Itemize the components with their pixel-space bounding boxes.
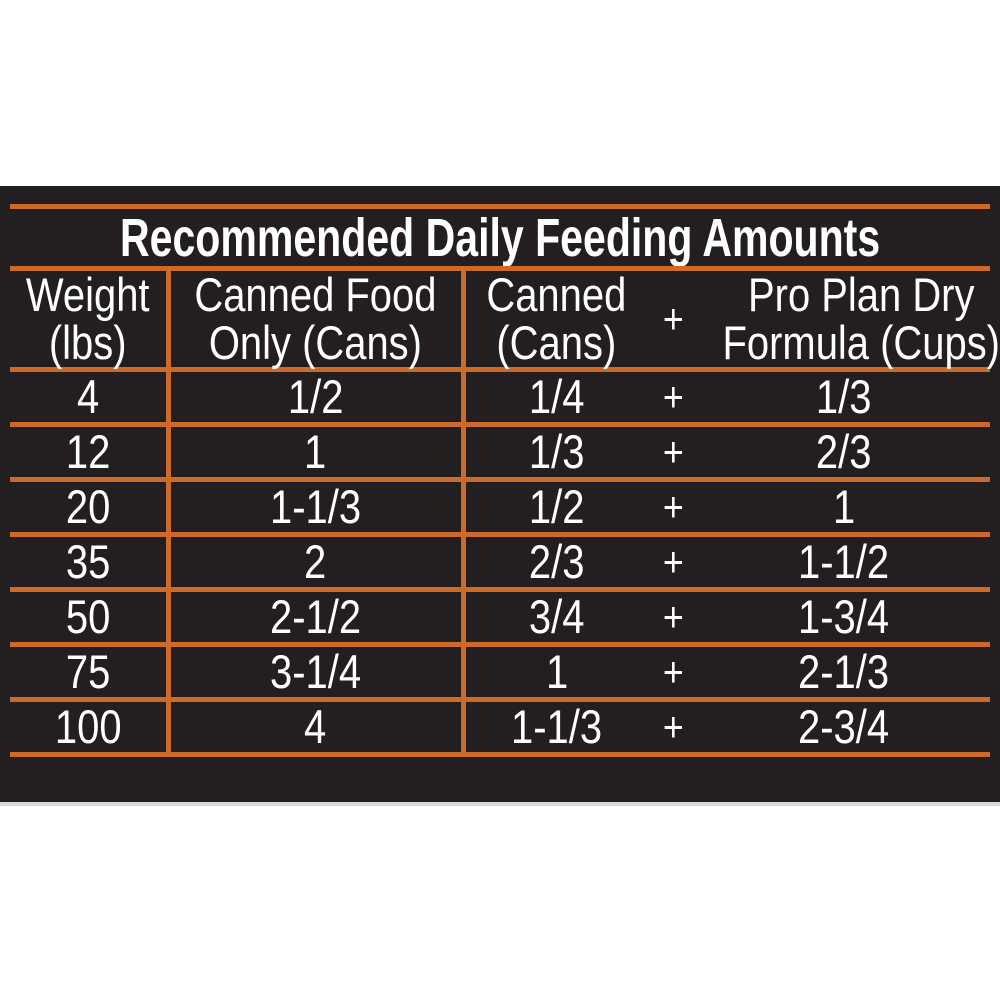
header-row: Weight (lbs) Canned Food Only (Cans) Can…: [10, 268, 1000, 372]
table-row: 4 1/2 1/4 + 1/3: [10, 369, 990, 427]
cell-plus-sign: +: [648, 534, 698, 592]
cell-plus-sign: +: [648, 589, 698, 647]
cell-dry: 1-3/4: [698, 589, 990, 647]
cell-canned-only: 1/2: [168, 369, 466, 427]
cell-plus-sign: +: [648, 644, 698, 702]
table-row: 12 1 1/3 + 2/3: [10, 424, 990, 482]
cell-canned-only: 3-1/4: [168, 644, 466, 702]
col-header-dry-label: Pro Plan Dry Formula (Cups): [722, 268, 1000, 369]
cell-dry: 1-1/2: [698, 534, 990, 592]
cell-dry: 1/3: [698, 369, 990, 427]
cell-canned: 2/3: [463, 534, 648, 592]
cell-canned-only: 1-1/3: [168, 479, 466, 537]
table-row: 20 1-1/3 1/2 + 1: [10, 479, 990, 537]
cell-canned: 1/2: [463, 479, 648, 537]
cell-canned-only: 4: [168, 699, 466, 757]
cell-canned-only: 2: [168, 534, 466, 592]
cell-weight: 100: [10, 699, 171, 757]
col-header-weight-label: Weight (lbs): [25, 268, 150, 369]
col-header-canned-label: Canned (Cans): [486, 268, 627, 369]
col-header-canned-only: Canned Food Only (Cans): [168, 268, 466, 372]
col-header-canned-only-label: Canned Food Only (Cans): [194, 268, 437, 369]
feeding-table: Weight (lbs) Canned Food Only (Cans) Can…: [10, 266, 1000, 757]
cell-weight: 75: [10, 644, 171, 702]
cell-canned-only: 1: [168, 424, 466, 482]
cell-canned: 1/3: [463, 424, 648, 482]
cell-canned: 1-1/3: [463, 699, 648, 757]
cell-plus-sign: +: [648, 479, 698, 537]
cell-plus-sign: +: [648, 369, 698, 427]
cell-canned: 1: [463, 644, 648, 702]
table-row: 75 3-1/4 1 + 2-1/3: [10, 644, 990, 702]
feeding-guide-panel: Recommended Daily Feeding Amounts Weight…: [0, 186, 1000, 806]
cell-dry: 2/3: [698, 424, 990, 482]
cell-dry: 1: [698, 479, 990, 537]
cell-weight: 20: [10, 479, 171, 537]
cell-dry: 2-3/4: [698, 699, 990, 757]
col-header-dry: Pro Plan Dry Formula (Cups): [698, 268, 1000, 372]
cell-canned-only: 2-1/2: [168, 589, 466, 647]
col-header-weight: Weight (lbs): [10, 268, 171, 372]
top-rule: [10, 204, 990, 209]
table-row: 100 4 1-1/3 + 2-3/4: [10, 699, 990, 757]
col-header-plus: +: [648, 268, 698, 372]
cell-canned: 3/4: [463, 589, 648, 647]
cell-weight: 12: [10, 424, 171, 482]
cell-weight: 35: [10, 534, 171, 592]
cell-weight: 4: [10, 369, 171, 427]
panel-title-text: Recommended Daily Feeding Amounts: [119, 207, 881, 268]
table-row: 35 2 2/3 + 1-1/2: [10, 534, 990, 592]
panel-title: Recommended Daily Feeding Amounts: [0, 207, 1000, 268]
cell-plus-sign: +: [648, 424, 698, 482]
table-row: 50 2-1/2 3/4 + 1-3/4: [10, 589, 990, 647]
plus-sign: +: [662, 295, 684, 342]
cell-dry: 2-1/3: [698, 644, 990, 702]
cell-weight: 50: [10, 589, 171, 647]
col-header-canned: Canned (Cans): [463, 268, 648, 372]
cell-plus-sign: +: [648, 699, 698, 757]
cell-canned: 1/4: [463, 369, 648, 427]
